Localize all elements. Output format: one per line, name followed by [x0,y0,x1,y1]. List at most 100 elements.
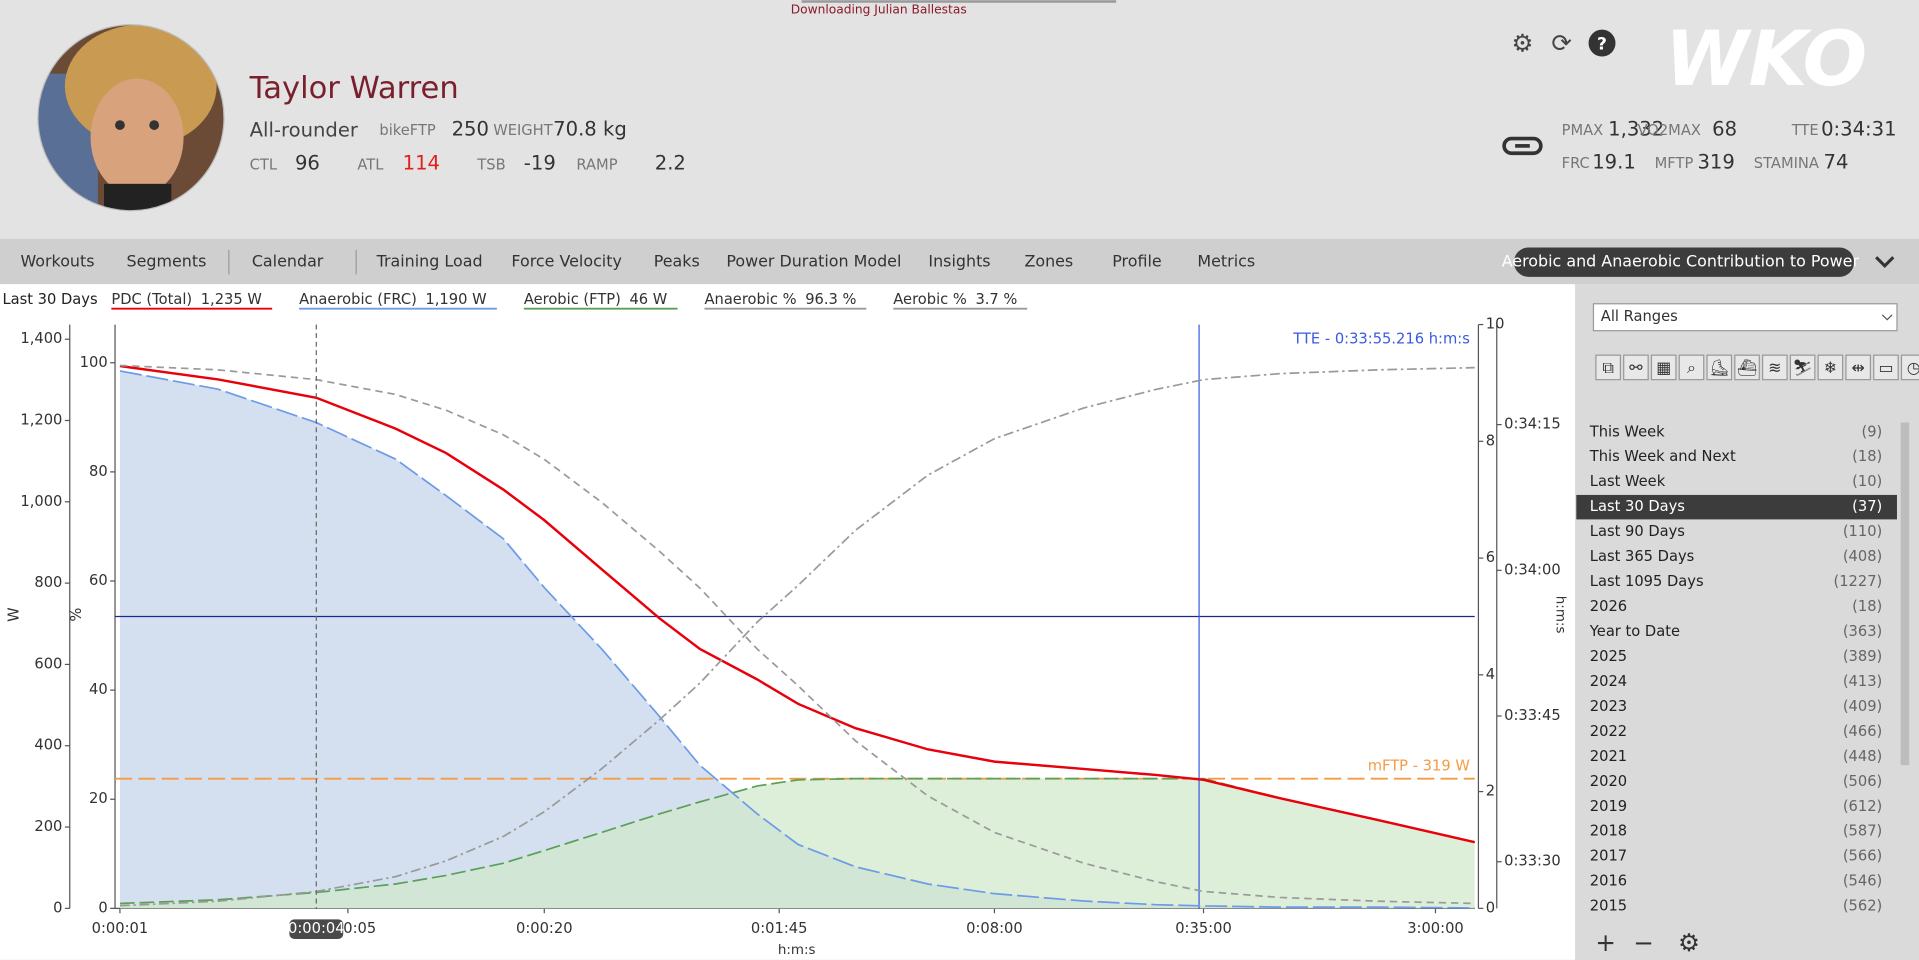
range-name[interactable]: Last 1095 Days [1590,573,1704,590]
model-value: 68 [1712,117,1737,140]
sport-filter-icon: ❄ [1824,358,1837,377]
range-name[interactable]: Last 90 Days [1590,523,1685,540]
nav-tab[interactable]: Calendar [252,252,324,271]
settings-button[interactable]: ⚙ [1678,928,1700,957]
range-count: (18) [1852,598,1882,615]
sport-filter[interactable] [1761,354,1788,381]
sport-filter[interactable] [1873,354,1899,381]
range-name[interactable]: 2020 [1590,773,1627,790]
range-name[interactable]: 2021 [1590,748,1627,765]
sport-filter[interactable] [1678,354,1705,381]
y-tick-label: 60 [89,572,108,589]
range-label: Last 30 Days [2,291,97,308]
range-dropdown[interactable] [1592,303,1898,332]
stat-value: 96 [295,152,320,175]
y-tick-label: 0 [98,899,107,916]
sport-filter[interactable] [1845,354,1872,381]
range-name[interactable]: 2023 [1590,698,1627,715]
sport-filter[interactable] [1789,354,1816,381]
range-name[interactable]: Last 30 Days [1590,498,1685,515]
avatar[interactable] [37,24,227,221]
nav-tab[interactable]: Zones [1024,252,1073,271]
y-tick-label: 0:34:00 [1504,561,1561,578]
nav-tab[interactable]: Workouts [20,252,94,271]
range-name[interactable]: Year to Date [1589,623,1680,640]
sport-filter[interactable] [1817,354,1844,381]
range-name[interactable]: 2018 [1590,823,1627,840]
range-name[interactable]: 2016 [1590,873,1627,890]
sport-filter[interactable] [1650,354,1677,381]
y-tick-label: 1,400 [20,330,62,347]
model-value: 1,332 [1608,117,1664,140]
range-name[interactable]: 2026 [1590,598,1627,615]
nav-tab[interactable]: Training Load [376,252,483,271]
sport-filter-icon: ◷ [1907,358,1919,377]
scrollbar[interactable] [1900,422,1910,766]
series-line [119,366,1475,907]
help-icon[interactable] [1588,29,1616,57]
nav-tab[interactable]: Peaks [654,252,700,271]
legend-label[interactable]: Anaerobic % [704,291,796,308]
range-name[interactable]: 2025 [1590,648,1627,665]
legend-label[interactable]: PDC (Total) [111,291,192,308]
legend-value: 96.3 % [805,291,856,308]
range-count: (587) [1843,823,1882,840]
collapse-chevron[interactable] [1875,256,1895,268]
legend-label[interactable]: Anaerobic (FRC) [299,291,417,308]
range-count: (448) [1843,748,1882,765]
range-count: (506) [1843,773,1882,790]
range-name[interactable]: This Week and Next [1589,448,1736,465]
range-name[interactable]: 2024 [1590,673,1627,690]
model-label: TTE [1791,122,1819,139]
help-glyph: ? [1597,34,1607,54]
y-tick-label: 6 [1486,549,1495,566]
sidebar-toolbar: + − ⚙ [1595,928,1699,957]
legend-label[interactable]: Aerobic (FTP) [524,291,621,308]
y-tick-label: 400 [34,737,62,754]
sport-filter-icon: ▦ [1656,358,1671,377]
x-axis-title: h:m:s [778,943,816,958]
dropdown-arrow [1881,314,1893,321]
y-tick-label: 80 [89,463,108,480]
range-name[interactable]: This Week [1589,423,1665,440]
nav-tab[interactable]: Metrics [1197,252,1255,271]
y-axis-title: W [6,607,23,622]
settings-icon[interactable]: ⚙ [1512,28,1534,57]
legend-value: 46 W [629,291,667,308]
stat-value: 114 [403,152,440,175]
series-line [119,364,1475,905]
sport-filter-icon: ⛷ [1793,358,1813,377]
x-tick-label: 0:08:00 [966,920,1023,937]
nav-tab[interactable]: Insights [928,252,990,271]
range-name[interactable]: 2017 [1590,848,1627,865]
y-tick-label: 0:33:30 [1504,853,1561,870]
remove-button[interactable]: − [1633,928,1654,957]
sport-filter[interactable] [1900,354,1919,381]
sport-filter[interactable] [1595,354,1621,381]
cursor-badge [289,919,344,939]
reference-label: mFTP - 319 W [1368,757,1471,774]
y-tick-label: 0 [1486,899,1495,916]
add-button[interactable]: + [1595,928,1616,957]
stat-label: ATL [357,156,384,173]
chart-select[interactable] [1513,247,1855,277]
x-tick-label: 3:00:00 [1407,920,1464,937]
range-name[interactable]: 2015 [1590,898,1627,915]
range-name[interactable]: 2022 [1590,723,1627,740]
range-name[interactable]: Last Week [1590,473,1666,490]
sport-filter[interactable] [1706,354,1733,381]
y2-axis-title: % [68,608,85,622]
chain-icon [1502,136,1543,156]
nav-tab[interactable]: Segments [127,252,207,271]
range-name[interactable]: Last 365 Days [1590,548,1695,565]
athlete-name: Taylor Warren [249,71,459,106]
sport-filter[interactable] [1623,354,1649,381]
legend-label[interactable]: Aerobic % [893,291,967,308]
nav-tab[interactable]: Profile [1112,252,1161,271]
sport-filter[interactable] [1734,354,1760,381]
range-name[interactable]: 2019 [1590,798,1627,815]
nav-tab[interactable]: Power Duration Model [726,252,901,271]
nav-tab[interactable]: Force Velocity [511,252,622,271]
refresh-icon[interactable]: ⟳ [1551,28,1572,57]
